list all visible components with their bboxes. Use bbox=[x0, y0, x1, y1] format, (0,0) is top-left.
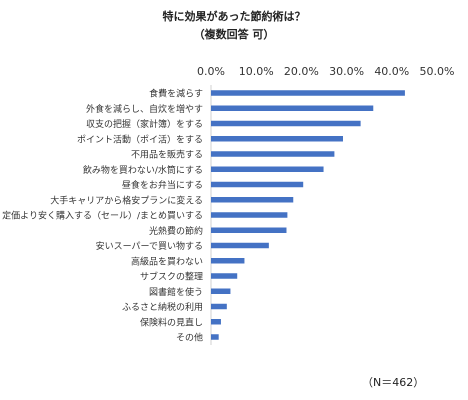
category-label: サブスクの整理 bbox=[140, 271, 203, 283]
bar bbox=[211, 151, 335, 157]
bar bbox=[211, 288, 231, 294]
bar bbox=[211, 212, 288, 218]
chart-subtitle: （複数回答 可） bbox=[193, 28, 275, 41]
bar bbox=[211, 166, 324, 172]
bar bbox=[211, 90, 405, 96]
category-label: 飲み物を買わない/水筒にする bbox=[83, 164, 203, 176]
chart-title: 特に効果があった節約術は？ bbox=[162, 10, 306, 23]
bar bbox=[211, 197, 294, 203]
bar bbox=[211, 136, 343, 142]
category-label: 食費を減らす bbox=[149, 88, 203, 100]
x-tick-label: 0.0% bbox=[197, 65, 225, 78]
x-tick-label: 20.0% bbox=[284, 65, 319, 78]
bar bbox=[211, 334, 219, 340]
bar bbox=[211, 120, 361, 127]
bar bbox=[211, 319, 221, 325]
category-label: 保険料の見直し bbox=[140, 316, 203, 328]
category-label: 高級品を買わない bbox=[131, 255, 203, 267]
bar bbox=[211, 303, 227, 310]
category-label: 大手キャリアから格安プランに変える bbox=[50, 194, 203, 206]
bar bbox=[211, 258, 245, 264]
category-label: 安いスーパーで買い物する bbox=[96, 240, 203, 252]
category-label: 定価より安く購入する（セール）/まとめ買いする bbox=[2, 210, 203, 222]
category-label: ポイント活動（ポイ活）をする bbox=[77, 133, 203, 145]
category-label: 不用品を販売する bbox=[131, 149, 203, 161]
x-tick-label: 10.0% bbox=[239, 65, 274, 78]
category-label: 外食を減らし、自炊を増やす bbox=[86, 103, 203, 115]
bar bbox=[211, 181, 304, 188]
category-label: その他 bbox=[176, 332, 203, 344]
bar bbox=[211, 227, 287, 233]
sample-size-note: （N＝462） bbox=[362, 376, 425, 389]
category-label: 光熱費の節約 bbox=[149, 225, 203, 237]
bar bbox=[211, 242, 269, 249]
bar bbox=[211, 273, 238, 279]
x-tick-label: 40.0% bbox=[374, 65, 409, 78]
category-label: 図書館を使う bbox=[149, 286, 203, 298]
category-label: ふるさと納税の利用 bbox=[122, 301, 203, 313]
category-label: 昼食をお弁当にする bbox=[122, 179, 203, 191]
x-tick-label: 50.0% bbox=[420, 65, 455, 78]
x-tick-label: 30.0% bbox=[329, 65, 364, 78]
category-label: 収支の把握（家計簿）をする bbox=[86, 118, 203, 130]
bar bbox=[211, 105, 374, 111]
